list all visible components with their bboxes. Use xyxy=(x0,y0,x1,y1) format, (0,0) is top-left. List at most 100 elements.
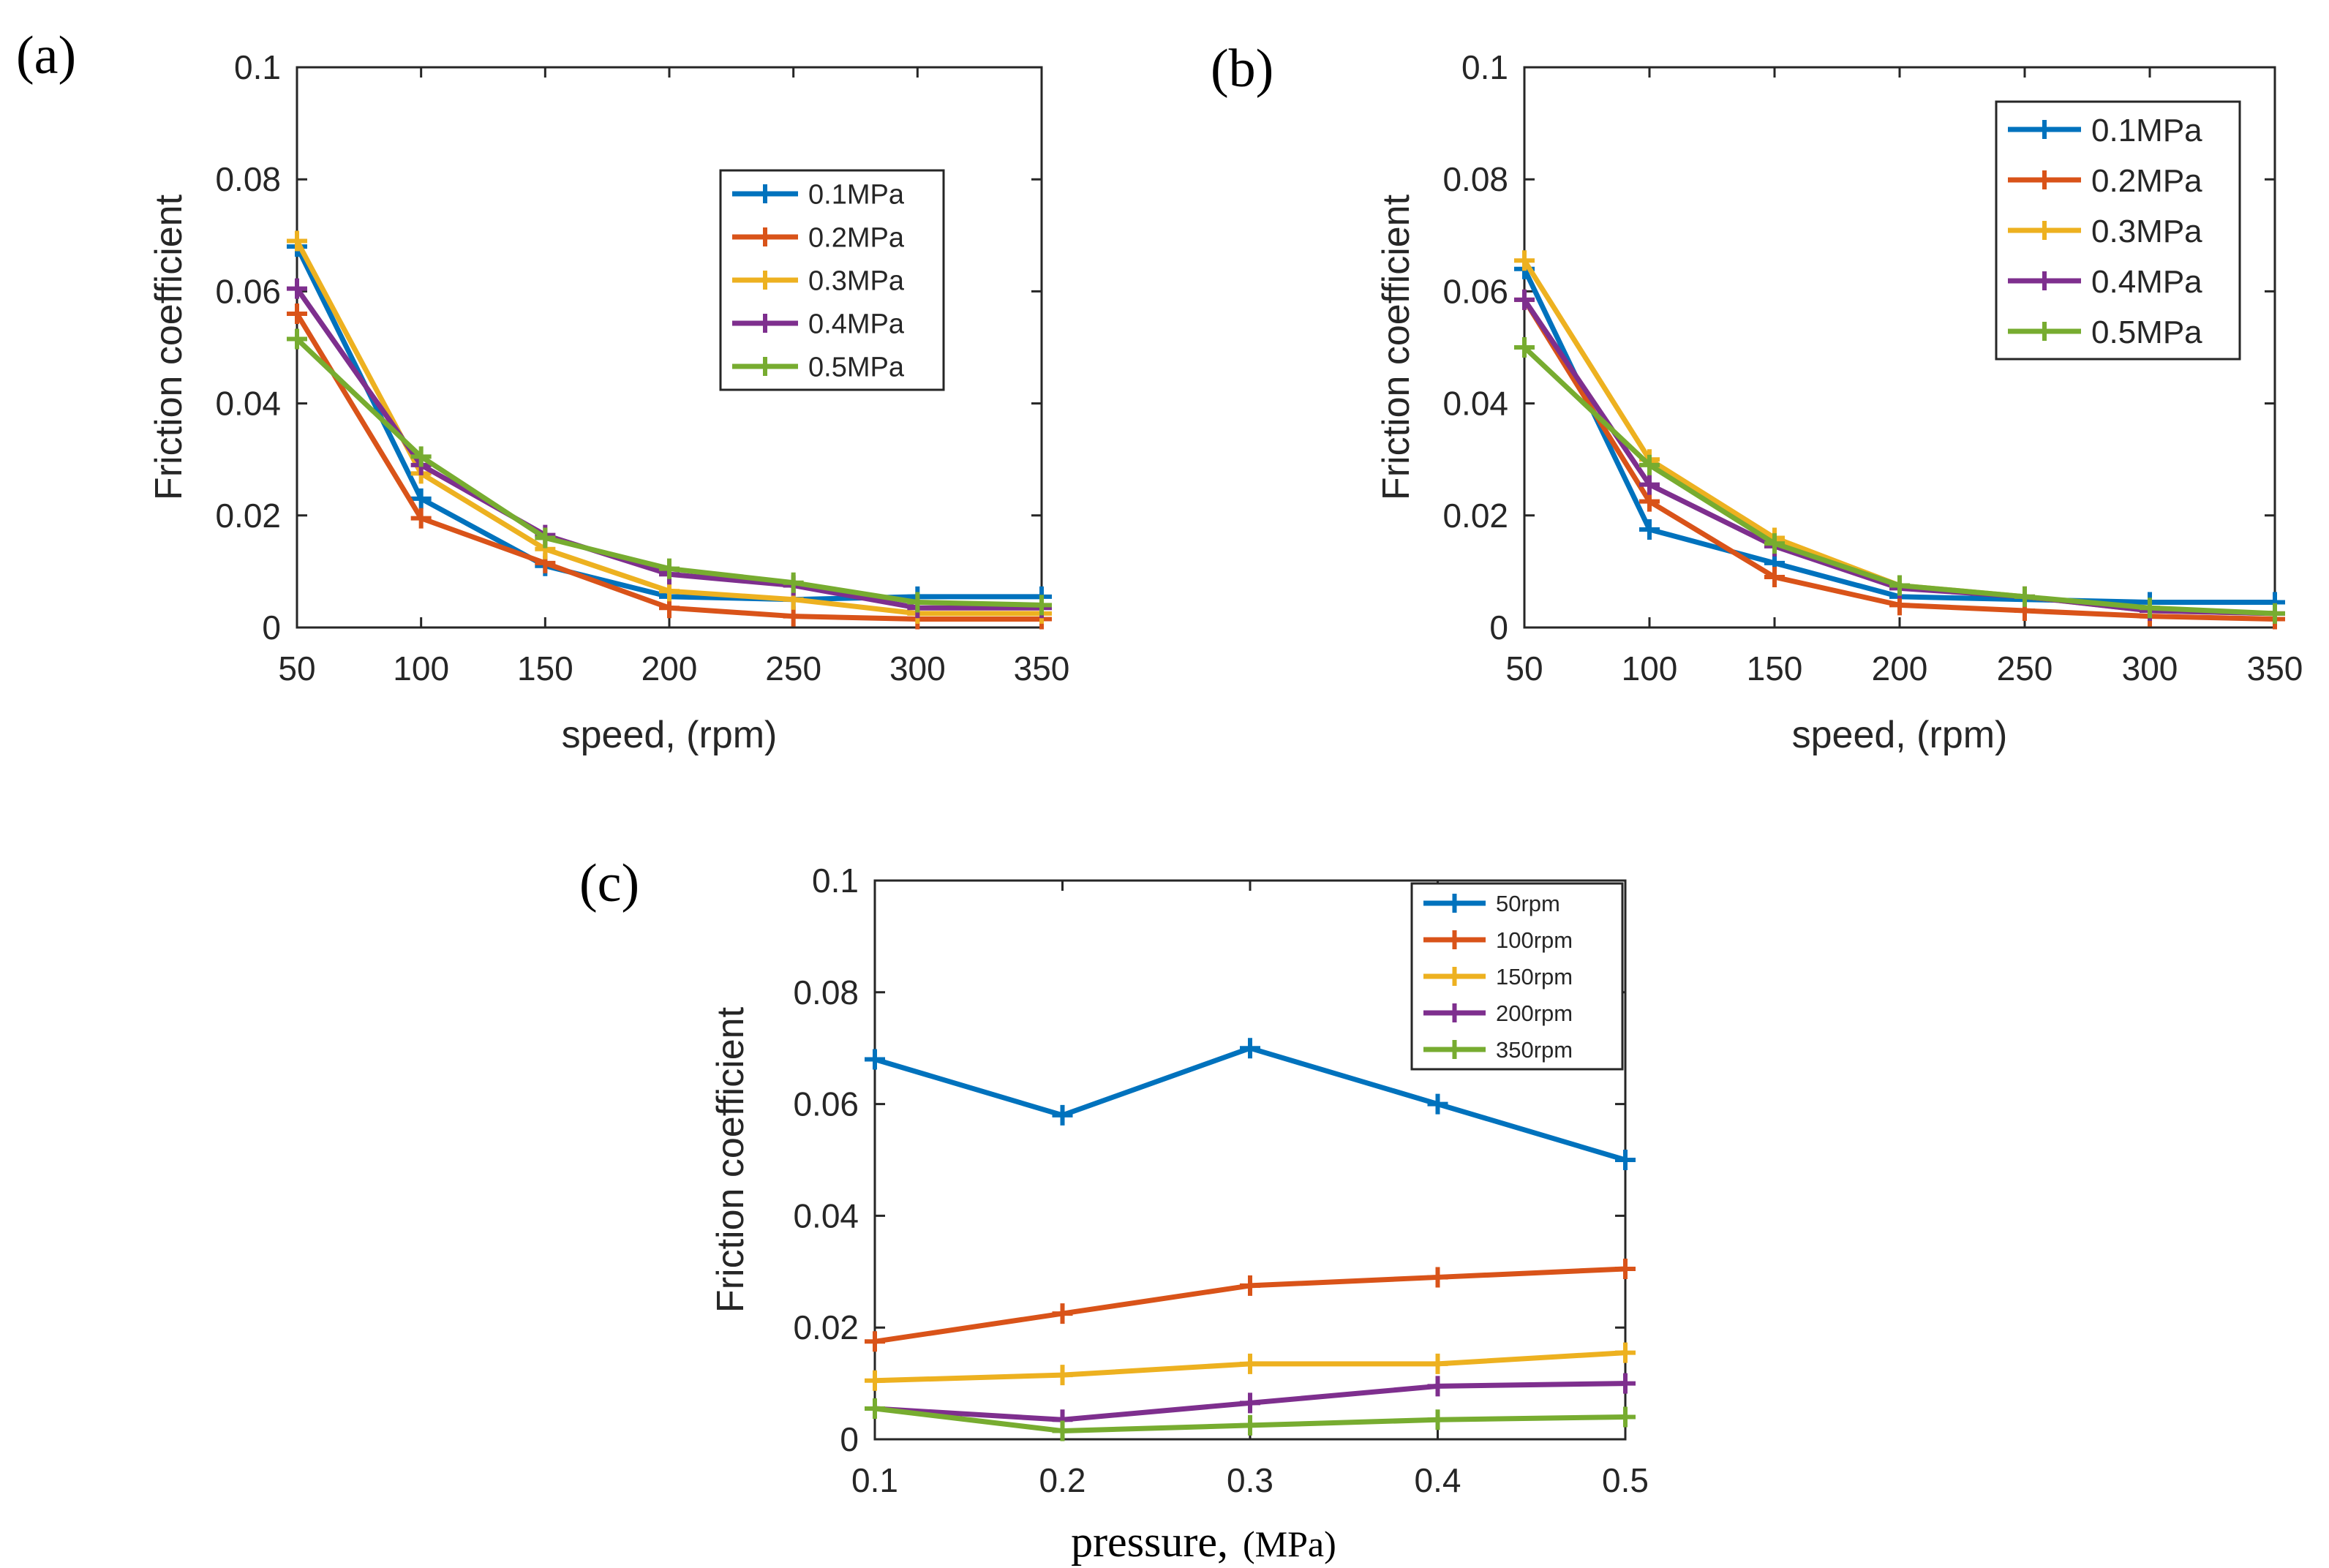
legend-marker xyxy=(756,184,775,203)
x-axis-label-unit: (MPa) xyxy=(1243,1523,1336,1564)
data-point xyxy=(659,558,680,579)
y-tick-label: 0 xyxy=(840,1420,859,1458)
x-axis-label: speed, (rpm) xyxy=(1792,714,2008,756)
x-tick-label: 350 xyxy=(1014,649,1070,687)
data-point xyxy=(1639,474,1660,495)
legend-label: 50rpm xyxy=(1496,891,1560,916)
panel-b: 0 0.02 0.04 0.06 0.08 0.1 50 100 150 200 250 300 350… xyxy=(1211,39,2303,756)
data-point xyxy=(287,328,307,350)
data-point xyxy=(1639,454,1660,475)
x-tick-label: 0.3 xyxy=(1227,1461,1273,1499)
panel-letter: (a) xyxy=(16,26,76,86)
legend: 0.1MPa 0.2MPa 0.3MPa 0.4MPa 0.5MPa xyxy=(719,169,945,391)
legend-marker xyxy=(1445,967,1464,986)
data-point xyxy=(1427,1267,1448,1288)
legend-label: 0.3MPa xyxy=(808,266,905,297)
x-tick-label: 100 xyxy=(1622,649,1678,687)
data-point xyxy=(1764,533,1785,554)
data-point xyxy=(1514,250,1535,271)
y-tick-label: 0.06 xyxy=(793,1085,859,1123)
x-tick-label: 250 xyxy=(765,649,821,687)
data-point xyxy=(1031,595,1052,616)
legend-marker xyxy=(2035,271,2054,290)
legend-marker xyxy=(756,227,775,246)
y-tick-label: 0.1 xyxy=(234,48,281,86)
legend-marker xyxy=(1445,1040,1464,1059)
data-point xyxy=(1240,1275,1260,1296)
data-point xyxy=(1514,289,1535,310)
legend-label: 0.1MPa xyxy=(2091,113,2202,148)
legend-label: 0.3MPa xyxy=(2091,214,2202,249)
x-tick-label: 250 xyxy=(1997,649,2053,687)
x-tick-label: 300 xyxy=(889,649,946,687)
y-tick-label: 0.06 xyxy=(215,272,281,310)
data-point xyxy=(1427,1093,1448,1115)
series-350rpm xyxy=(865,1398,1636,1441)
legend-label: 150rpm xyxy=(1496,964,1573,990)
x-tick-label: 0.4 xyxy=(1415,1461,1461,1499)
series-0.5MPa xyxy=(1514,337,2285,624)
y-axis-label: Friction coefficient xyxy=(710,1006,752,1313)
series-0.5MPa xyxy=(287,328,1052,616)
panel-a: 0 0.02 0.04 0.06 0.08 0.1 50 100 150 200 250 300 350… xyxy=(16,26,1069,756)
data-point xyxy=(1240,1392,1260,1414)
data-point xyxy=(1615,1373,1636,1394)
legend-marker xyxy=(1445,930,1464,949)
x-tick-label: 0.1 xyxy=(851,1461,898,1499)
data-point xyxy=(1615,1406,1636,1428)
data-point xyxy=(1514,337,1535,358)
data-point xyxy=(1764,567,1785,588)
x-axis-label: pressure, xyxy=(1071,1518,1228,1566)
data-point xyxy=(2265,603,2285,624)
data-point xyxy=(1427,1353,1448,1374)
legend-label: 100rpm xyxy=(1496,927,1573,953)
x-tick-label: 150 xyxy=(1747,649,1803,687)
legend-marker xyxy=(1445,1003,1464,1022)
data-point xyxy=(287,230,307,252)
legend-marker xyxy=(2035,221,2054,240)
x-tick-label: 350 xyxy=(2247,649,2303,687)
legend: 0.1MPa 0.2MPa 0.3MPa 0.4MPa 0.5MPa xyxy=(1995,100,2241,361)
x-tick-label: 0.5 xyxy=(1602,1461,1649,1499)
data-point xyxy=(1615,1258,1636,1279)
legend-label: 0.4MPa xyxy=(808,309,905,340)
data-point xyxy=(1615,1342,1636,1363)
data-point xyxy=(1427,1376,1448,1397)
y-tick-label: 0.1 xyxy=(812,862,859,900)
data-point xyxy=(410,488,432,509)
data-point xyxy=(1240,1353,1260,1374)
data-point xyxy=(865,1049,885,1070)
y-axis-label: Friction coefficient xyxy=(148,194,190,500)
data-point xyxy=(1052,1420,1073,1441)
y-tick-label: 0.04 xyxy=(1442,385,1508,423)
y-tick-label: 0.04 xyxy=(215,385,281,423)
x-axis-label: speed, (rpm) xyxy=(562,714,778,756)
legend-marker xyxy=(2035,120,2054,139)
legend-label: 200rpm xyxy=(1496,1000,1573,1026)
y-tick-label: 0.08 xyxy=(215,160,281,198)
legend-label: 0.2MPa xyxy=(808,223,905,254)
data-point xyxy=(1639,519,1660,540)
x-tick-label: 150 xyxy=(517,649,573,687)
panel-c: 0 0.02 0.04 0.06 0.08 0.1 0.1 0.2 0.3 0.4 0.5 Frict… xyxy=(579,853,1649,1566)
y-tick-label: 0 xyxy=(262,608,281,647)
data-point xyxy=(1889,575,1910,596)
data-point xyxy=(783,572,804,593)
data-point xyxy=(865,1370,885,1391)
y-tick-label: 0.02 xyxy=(1442,497,1508,535)
data-point xyxy=(865,1398,885,1419)
data-point xyxy=(287,304,307,325)
data-point xyxy=(535,527,556,549)
legend-marker xyxy=(2035,322,2054,341)
x-tick-label: 100 xyxy=(393,649,449,687)
data-point xyxy=(410,446,432,467)
legend-marker xyxy=(2035,170,2054,189)
legend-label: 0.5MPa xyxy=(2091,314,2202,350)
x-tick-label: 50 xyxy=(1505,649,1543,687)
series-100rpm xyxy=(865,1258,1636,1352)
panel-letter: (c) xyxy=(579,853,639,913)
data-point xyxy=(1615,1150,1636,1170)
y-tick-label: 0 xyxy=(1489,608,1508,647)
y-axis-label: Friction coefficient xyxy=(1375,194,1418,500)
